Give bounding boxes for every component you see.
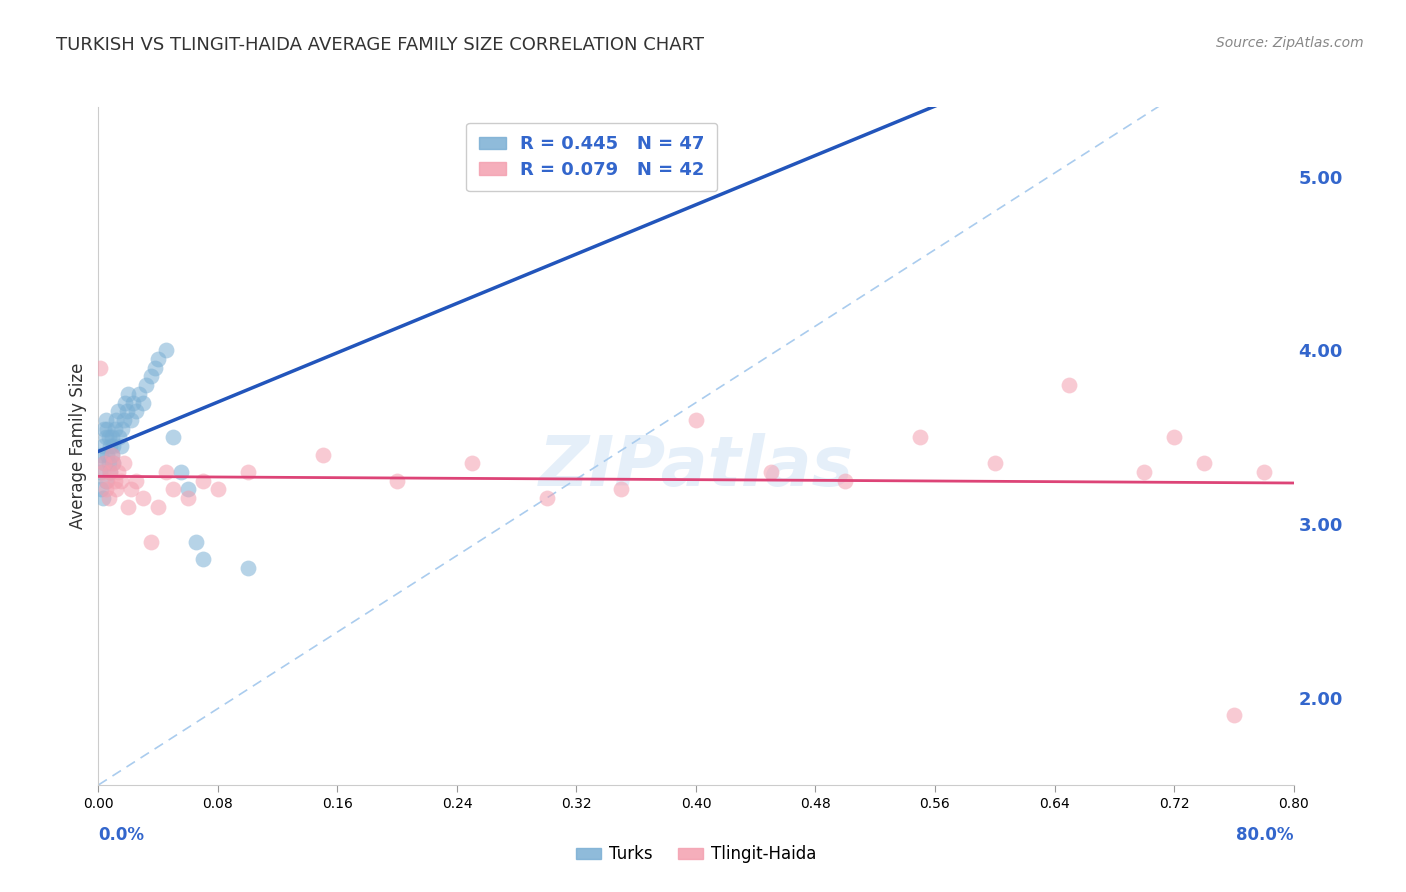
Point	[135, 378, 157, 392]
Point	[834, 474, 856, 488]
Point	[908, 430, 931, 444]
Y-axis label: Average Family Size: Average Family Size	[69, 363, 87, 529]
Point	[759, 465, 782, 479]
Point	[1059, 378, 1081, 392]
Point	[107, 404, 129, 418]
Point	[104, 474, 127, 488]
Point	[89, 360, 111, 375]
Point	[111, 422, 134, 436]
Point	[536, 491, 558, 505]
Point	[132, 491, 155, 505]
Point	[162, 483, 184, 497]
Text: ZIPatlas: ZIPatlas	[538, 433, 853, 500]
Point	[100, 465, 122, 479]
Text: 0.0%: 0.0%	[98, 826, 145, 844]
Point	[96, 448, 118, 462]
Point	[120, 483, 142, 497]
Point	[385, 474, 409, 488]
Point	[110, 439, 132, 453]
Point	[125, 474, 148, 488]
Text: TURKISH VS TLINGIT-HAIDA AVERAGE FAMILY SIZE CORRELATION CHART: TURKISH VS TLINGIT-HAIDA AVERAGE FAMILY …	[56, 36, 704, 54]
Point	[107, 465, 129, 479]
Point	[1163, 430, 1185, 444]
Point	[93, 456, 115, 470]
Point	[100, 465, 122, 479]
Point	[114, 395, 136, 409]
Point	[108, 430, 131, 444]
Point	[93, 422, 115, 436]
Point	[100, 439, 122, 453]
Legend: Turks, Tlingit-Haida: Turks, Tlingit-Haida	[567, 837, 825, 871]
Point	[94, 430, 117, 444]
Point	[103, 456, 125, 470]
Point	[96, 474, 118, 488]
Point	[139, 369, 162, 384]
Point	[148, 352, 170, 367]
Point	[91, 465, 114, 479]
Point	[97, 491, 120, 505]
Point	[110, 474, 132, 488]
Point	[93, 456, 115, 470]
Point	[461, 456, 484, 470]
Text: 80.0%: 80.0%	[1236, 826, 1294, 844]
Point	[91, 491, 114, 505]
Point	[101, 448, 124, 462]
Point	[236, 560, 259, 574]
Point	[1253, 465, 1275, 479]
Point	[132, 395, 155, 409]
Text: Source: ZipAtlas.com: Source: ZipAtlas.com	[1216, 36, 1364, 50]
Point	[148, 500, 170, 514]
Point	[984, 456, 1007, 470]
Point	[117, 387, 139, 401]
Point	[101, 448, 124, 462]
Point	[191, 552, 214, 566]
Point	[169, 465, 191, 479]
Point	[125, 404, 148, 418]
Point	[103, 439, 125, 453]
Point	[97, 430, 120, 444]
Point	[1133, 465, 1156, 479]
Point	[90, 483, 112, 497]
Point	[105, 483, 128, 497]
Point	[104, 422, 127, 436]
Point	[191, 474, 214, 488]
Point	[90, 448, 112, 462]
Point	[177, 491, 200, 505]
Point	[91, 439, 114, 453]
Point	[207, 483, 229, 497]
Point	[143, 360, 166, 375]
Point	[610, 152, 633, 166]
Point	[177, 483, 200, 497]
Point	[112, 456, 135, 470]
Point	[1192, 456, 1215, 470]
Point	[155, 343, 177, 358]
Point	[94, 474, 117, 488]
Point	[103, 456, 125, 470]
Point	[120, 413, 142, 427]
Point	[117, 500, 139, 514]
Point	[1223, 708, 1246, 723]
Point	[94, 483, 117, 497]
Point	[89, 465, 111, 479]
Point	[121, 395, 143, 409]
Point	[610, 483, 633, 497]
Point	[115, 404, 138, 418]
Point	[311, 448, 333, 462]
Point	[94, 413, 117, 427]
Point	[128, 387, 150, 401]
Point	[101, 430, 124, 444]
Point	[139, 534, 162, 549]
Point	[162, 430, 184, 444]
Point	[105, 413, 128, 427]
Point	[155, 465, 177, 479]
Point	[96, 422, 118, 436]
Point	[236, 465, 259, 479]
Point	[97, 456, 120, 470]
Point	[685, 413, 707, 427]
Point	[184, 534, 207, 549]
Point	[112, 413, 135, 427]
